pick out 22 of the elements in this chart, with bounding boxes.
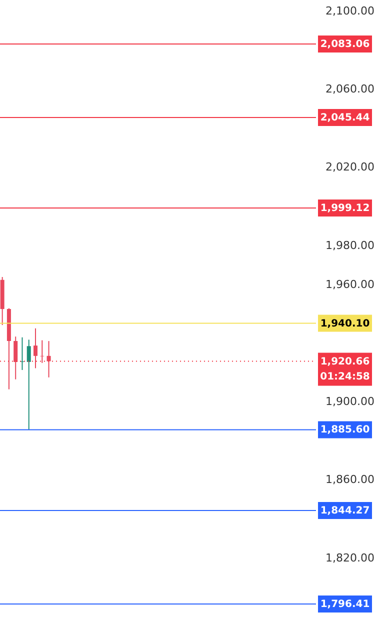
- ref-line-label: 1,885.60: [320, 424, 370, 436]
- text: 01:24:58: [320, 371, 370, 382]
- ref-line-label: 1,920.66: [320, 356, 370, 368]
- candlestick: [46, 340, 51, 378]
- y-tick-label: 2,020.00: [326, 160, 374, 174]
- candlestick: [14, 336, 18, 380]
- ref-line-label: 1,844.27: [320, 505, 370, 516]
- ref-line-label: 2,045.44: [320, 112, 370, 124]
- y-tick-label: 2,100.00: [326, 4, 374, 18]
- ref-line-label: 1,999.12: [320, 202, 370, 214]
- candlestick: [40, 340, 44, 364]
- y-tick-label: 2,060.00: [326, 82, 374, 96]
- ref-line-label: 2,083.06: [320, 39, 370, 50]
- y-tick-label: 1,960.00: [326, 278, 374, 291]
- y-tick-label: 1,900.00: [326, 395, 374, 408]
- candlestick: [26, 339, 31, 430]
- candlestick: [34, 328, 38, 369]
- ref-line-label: 1,940.10: [320, 318, 370, 330]
- y-tick-label: 1,980.00: [326, 238, 374, 252]
- ref-line-label: 1,796.41: [320, 598, 370, 610]
- y-tick-label: 1,860.00: [326, 473, 374, 486]
- y-tick-label: 1,820.00: [326, 551, 374, 564]
